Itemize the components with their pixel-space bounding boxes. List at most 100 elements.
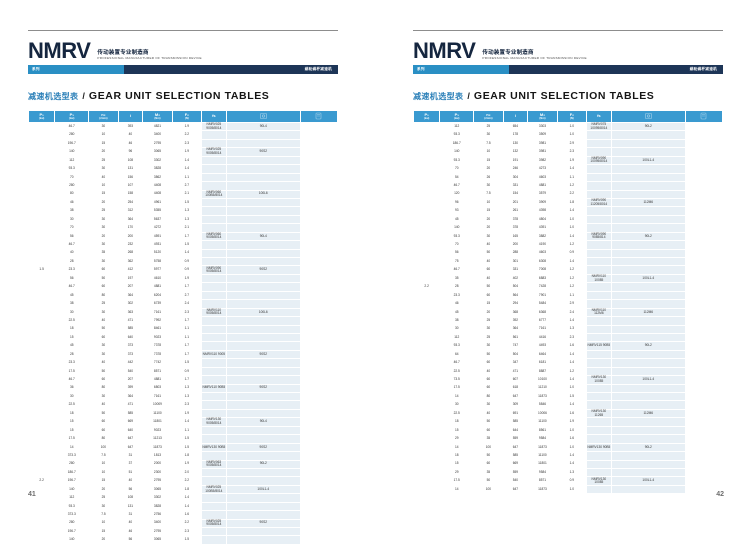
cell-ratio: 540	[117, 366, 144, 377]
cell-output-speed: 60	[88, 425, 119, 436]
cell-torque: 7008	[527, 265, 558, 275]
cell-torque: 3065	[142, 484, 173, 495]
cell-ratio: 561	[502, 332, 529, 343]
cell-ratio: 301	[502, 256, 529, 267]
cell-output-speed: 30	[473, 231, 504, 242]
cell-output-speed: 10	[88, 181, 119, 191]
cell-power: 280	[54, 459, 90, 469]
cell-torque: 8571	[527, 476, 558, 486]
col-header-group-main: P₁	[424, 111, 429, 117]
cell-gearbox-model	[585, 138, 612, 149]
cell-output-speed: 30	[88, 240, 119, 250]
cell-torque: 7378	[142, 341, 173, 351]
cell-motor-size	[610, 189, 686, 199]
cell-service-factor: 1.4	[556, 358, 587, 368]
brand-tagline-en: PROFESSIONAL MANUFACTURER OF TRANSMISSIO…	[97, 56, 202, 60]
cell-service-factor: 2.1	[171, 189, 202, 199]
cell-ratio: 654	[502, 121, 529, 132]
motor-icon	[699, 112, 708, 120]
cell-gearbox-model	[585, 256, 612, 267]
cell-ratio: 304	[502, 172, 529, 183]
cell-power-group	[412, 341, 441, 351]
cell-motor-size: 100L1-4	[610, 273, 686, 284]
table-row: 17.5 50 540 8571 0.9 NMRV130 10085 100L1-4	[412, 476, 723, 486]
cell-service-factor: 2.3	[556, 332, 587, 343]
table-row: 15 60 640 9023 1.1	[27, 332, 338, 343]
cell-torque: 3579	[527, 189, 558, 199]
cell-power: 280	[54, 130, 90, 140]
cell-output-speed: 80	[88, 434, 119, 444]
cell-motor-size: 90L4	[225, 231, 301, 242]
cell-power-group	[27, 307, 56, 318]
cell-gearbox-model	[200, 248, 227, 259]
table-row: 80 15 158 4408 2.1 NMRV060 100B5/8014 100L6	[27, 189, 338, 199]
table-row: 46.7 30 331 4881 1.2	[412, 181, 723, 191]
table-row: 2.2 196.7 15 40 2795 2.2	[27, 476, 338, 486]
cell-motor-size	[225, 130, 301, 140]
cell-ratio: 246	[502, 164, 529, 174]
table-row: 140 20 56 3065 1.5	[27, 535, 338, 545]
cell-motor-size	[225, 501, 301, 512]
cell-ratio: 46	[117, 526, 144, 537]
cell-output-speed: 15	[473, 155, 504, 166]
cell-motor-size	[610, 282, 686, 292]
cell-torque: 5484	[527, 299, 558, 309]
cell-motor-size	[225, 425, 301, 436]
cell-service-factor: 1.7	[171, 316, 202, 326]
table-body-right: 112 25 654 3303 1.0 NMRV075 10095/8014 90L2 93.…	[412, 121, 723, 495]
cell-power: 40	[54, 248, 90, 259]
cell-power-group	[412, 391, 441, 402]
cell-gearbox-model: NMRV090 10095/8014	[585, 155, 612, 166]
cell-power: 46.7	[54, 375, 90, 385]
cell-torque: 3882	[527, 231, 558, 242]
cell-service-factor: 1.6	[556, 341, 587, 351]
cell-power: 14	[439, 391, 475, 402]
cell-motor-size: 112M6	[610, 408, 686, 419]
cell-motor-size	[610, 181, 686, 191]
table-row: 93.3 30 165 3882 1.4 NMRV090 9085/814 90L2	[412, 231, 723, 242]
cell-output-speed: 20	[88, 535, 119, 545]
table-body-left: 46.7 30 393 4821 1.9 NMRV025 9005/8014 90L4 280…	[27, 121, 338, 545]
cell-gearbox-model	[585, 214, 612, 225]
table-row: 30 30 363 7161 2.3 NMRV110 9005/8014 100L6	[27, 307, 338, 318]
cell-motor-size: 100L1-4	[610, 155, 686, 166]
cell-ratio: 154	[502, 189, 529, 199]
cell-power-group	[27, 417, 56, 427]
cell-gearbox-model	[585, 459, 612, 469]
bluebar-right-segment: 蜗轮蜗杆减速机	[124, 65, 338, 74]
table-row: 15 60 669 11801 1.4 NMRV130 9005/8014 90L4	[27, 417, 338, 427]
masthead-brand: NMRV 传动装置专业制造商 PROFESSIONAL MANUFACTURER…	[413, 38, 723, 62]
cell-gearbox-model	[585, 349, 612, 360]
table-row: 93.3 30 747 4493 1.6 NMRV115 90B5 90L2	[412, 341, 723, 351]
table-row: 112 25 561 4416 2.3	[412, 332, 723, 343]
cell-power: 46.7	[54, 121, 90, 132]
cell-motor-size	[610, 383, 686, 394]
cell-torque: 6308	[527, 256, 558, 267]
cell-service-factor: 2.3	[171, 138, 202, 149]
cell-power: 93.3	[439, 155, 475, 166]
cell-power: 196.7	[54, 526, 90, 537]
cell-ratio: 585	[502, 451, 529, 461]
cell-torque: 11873	[527, 442, 558, 453]
col-header-power: P₁ (kw)	[439, 110, 475, 123]
cell-service-factor: 1.0	[556, 223, 587, 233]
cell-service-factor: 1.4	[556, 164, 587, 174]
cell-gearbox-model	[200, 282, 227, 292]
cell-torque: 4804	[527, 214, 558, 225]
page-title-separator: /	[82, 91, 85, 101]
table-row: 120 7.5 154 3579 2.2	[412, 189, 723, 199]
cell-power-group	[27, 408, 56, 419]
cell-torque: 10009	[142, 400, 173, 410]
cell-service-factor: 1.7	[171, 282, 202, 292]
cell-service-factor: 1.4	[171, 164, 202, 174]
cell-power-group	[27, 442, 56, 453]
cell-power: 46	[439, 299, 475, 309]
cell-output-speed: 50	[473, 451, 504, 461]
cell-power: 56	[54, 273, 90, 284]
cell-power-group	[27, 332, 56, 343]
col-header-torque-main: M₂	[154, 111, 161, 117]
cell-power: 22.5	[54, 316, 90, 326]
cell-power-group	[412, 417, 441, 427]
cell-service-factor: 1.2	[556, 265, 587, 275]
col-header-radial-load-main: F₂	[184, 111, 189, 117]
